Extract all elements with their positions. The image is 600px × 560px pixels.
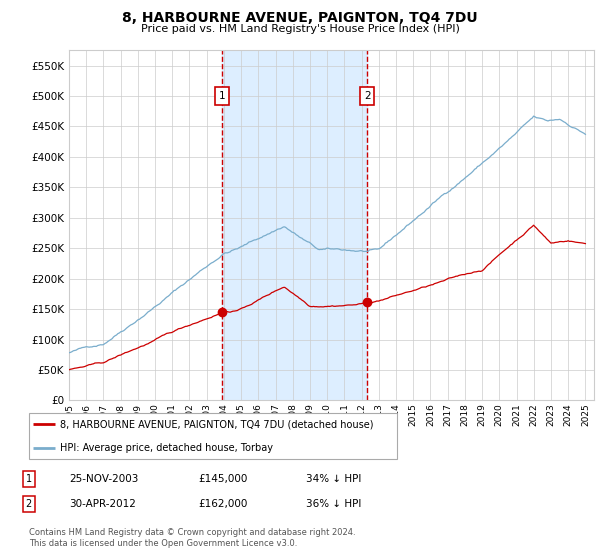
Text: £162,000: £162,000: [198, 499, 247, 509]
Text: Contains HM Land Registry data © Crown copyright and database right 2024.
This d: Contains HM Land Registry data © Crown c…: [29, 528, 355, 548]
Text: 30-APR-2012: 30-APR-2012: [69, 499, 136, 509]
Text: 1: 1: [26, 474, 32, 484]
Text: 8, HARBOURNE AVENUE, PAIGNTON, TQ4 7DU (detached house): 8, HARBOURNE AVENUE, PAIGNTON, TQ4 7DU (…: [61, 419, 374, 430]
Text: Price paid vs. HM Land Registry's House Price Index (HPI): Price paid vs. HM Land Registry's House …: [140, 24, 460, 34]
Bar: [222, 50, 367, 400]
Text: £145,000: £145,000: [198, 474, 247, 484]
Text: 2: 2: [26, 499, 32, 509]
Text: 2: 2: [364, 91, 371, 101]
Text: 34% ↓ HPI: 34% ↓ HPI: [306, 474, 361, 484]
Text: 25-NOV-2003: 25-NOV-2003: [69, 474, 139, 484]
FancyBboxPatch shape: [29, 413, 397, 459]
Text: 8, HARBOURNE AVENUE, PAIGNTON, TQ4 7DU: 8, HARBOURNE AVENUE, PAIGNTON, TQ4 7DU: [122, 11, 478, 25]
Text: 1: 1: [219, 91, 226, 101]
Text: HPI: Average price, detached house, Torbay: HPI: Average price, detached house, Torb…: [61, 442, 274, 452]
Text: 36% ↓ HPI: 36% ↓ HPI: [306, 499, 361, 509]
